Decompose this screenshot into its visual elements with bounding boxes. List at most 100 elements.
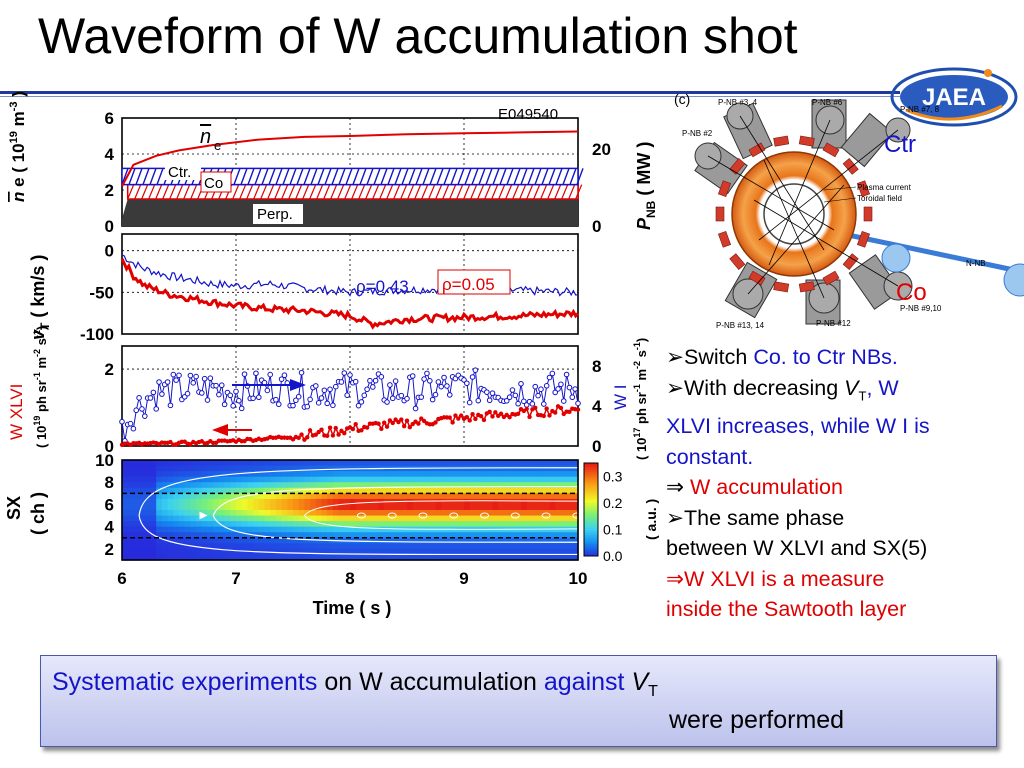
sx-heatmap-cell [378, 476, 385, 483]
sx-heatmap-cell [361, 521, 368, 528]
sx-heatmap-cell [481, 482, 488, 489]
sx-heatmap-cell [218, 471, 226, 478]
sx-heatmap-cell [412, 515, 419, 522]
sx-heatmap-cell [469, 510, 476, 517]
colorbar-cell [584, 532, 598, 536]
sx-heatmap-cell [156, 482, 163, 489]
sx-heatmap-cell [161, 493, 169, 500]
sx-heatmap-cell [321, 471, 328, 478]
sx-heatmap-cell [412, 471, 419, 478]
tf-coil [863, 206, 873, 222]
sx-heatmap-cell [515, 498, 522, 506]
bullet-2-cont: XLVI increases, while W I is [666, 414, 930, 439]
sx-heatmap-cell [572, 498, 579, 506]
sx-heatmap-cell [253, 504, 260, 511]
sx-heatmap-cell [173, 554, 180, 561]
sx-heatmap-cell [407, 493, 414, 500]
sx-heatmap-cell [566, 543, 573, 550]
sx-heatmap-cell [127, 487, 134, 494]
sx-heatmap-cell [435, 498, 442, 506]
sx-heatmap-cell [122, 498, 129, 506]
sx-heatmap-cell [321, 493, 328, 500]
w-i-point [543, 382, 550, 389]
sx-heatmap-cell [207, 465, 214, 472]
sx-heatmap-cell [486, 521, 494, 528]
pnb78-label: P-NB #7, 8 [900, 105, 940, 114]
co-hatch-line [519, 184, 527, 200]
w-i-point [484, 389, 490, 395]
sx-heatmap-cell [572, 504, 579, 511]
sx-heatmap-cell [315, 515, 323, 522]
sx-heatmap-cell [173, 537, 180, 544]
sx-heatmap-cell [486, 543, 494, 550]
sx-heatmap-cell [560, 537, 568, 544]
sx-heatmap-cell [435, 471, 442, 478]
sx-heatmap-cell [139, 532, 146, 539]
sx-heatmap-cell [139, 493, 146, 500]
sx-heatmap-cell [566, 515, 573, 522]
ctr-hatch-line [366, 168, 374, 185]
sx-heatmap-cell [464, 548, 471, 556]
sx-heatmap-cell [230, 543, 237, 550]
sx-heatmap-cell [372, 487, 380, 494]
sx-heatmap-cell [509, 465, 516, 472]
sx-heatmap-cell [236, 532, 243, 539]
time-xtick: 9 [459, 569, 468, 588]
sx-heatmap-cell [293, 460, 300, 467]
sx-heatmap-cell [538, 498, 545, 506]
w-xlvi-point [379, 426, 384, 432]
sx-heatmap-cell [424, 510, 431, 517]
w-i-point [541, 401, 547, 407]
sx-heatmap-cell [304, 471, 311, 478]
sx-heatmap-cell [264, 515, 271, 522]
sx-heatmap-cell [298, 521, 305, 528]
sx-heatmap-cell [293, 521, 300, 528]
sx-heatmap-cell [304, 537, 311, 544]
sx-heatmap-cell [338, 515, 345, 522]
bullet-list: ➢Switch Co. to Ctr NBs. ➢With decreasing… [666, 342, 1022, 625]
w-xlvi-point [330, 433, 336, 438]
sx-heatmap-cell [566, 482, 573, 489]
sx-heatmap-cell [560, 471, 568, 478]
sx-heatmap-cell [429, 493, 437, 500]
sx-heatmap-cell [418, 532, 425, 539]
sx-heatmap-cell [344, 482, 351, 489]
sx-heatmap-cell [549, 521, 556, 528]
w-i-point [429, 396, 436, 403]
sx-heatmap-cell [139, 487, 146, 494]
sx-heatmap-cell [464, 493, 471, 500]
sx-heatmap-cell [253, 482, 260, 489]
sx-heatmap-cell [355, 504, 362, 511]
w-i-point [199, 390, 205, 396]
svg-text:( 1019 ph sr-1 m-2 s-1): ( 1019 ph sr-1 m-2 s-1) [32, 326, 49, 448]
w-i-point [147, 395, 154, 401]
sx-heatmap-cell [139, 537, 146, 544]
sx-heatmap-cell [526, 537, 533, 544]
sx-heatmap-cell [572, 476, 579, 483]
sx-heatmap-cell [543, 482, 551, 489]
sx-heatmap-cell [509, 493, 516, 500]
sx-heatmap-cell [412, 498, 419, 506]
sx-heatmap-cell [304, 482, 311, 489]
sx-heatmap-cell [555, 493, 562, 500]
co-hatch-line [505, 184, 513, 200]
sx-heatmap-cell [298, 476, 305, 483]
sx-heatmap-cell [190, 515, 197, 522]
sx-heatmap-cell [287, 521, 294, 528]
sx-heatmap-cell [418, 543, 425, 550]
sx-heatmap-cell [549, 515, 556, 522]
sx-panel-frame [121, 459, 579, 561]
sx-heatmap-cell [435, 521, 442, 528]
sx-heatmap-cell [332, 510, 340, 517]
w-i-point [558, 381, 564, 388]
sx-heatmap-cell [156, 554, 163, 561]
sx-heatmap-cell [201, 532, 209, 539]
sx-heatmap-cell [298, 548, 305, 556]
sx-heatmap-cell [161, 487, 169, 494]
w-i-point [153, 406, 159, 412]
tf-coil [717, 180, 732, 198]
sx-heatmap-cell [464, 532, 471, 539]
colorbar-tick: 0.0 [603, 548, 623, 564]
sx-heatmap-cell [566, 471, 573, 478]
sx-heatmap-cell [315, 510, 323, 517]
